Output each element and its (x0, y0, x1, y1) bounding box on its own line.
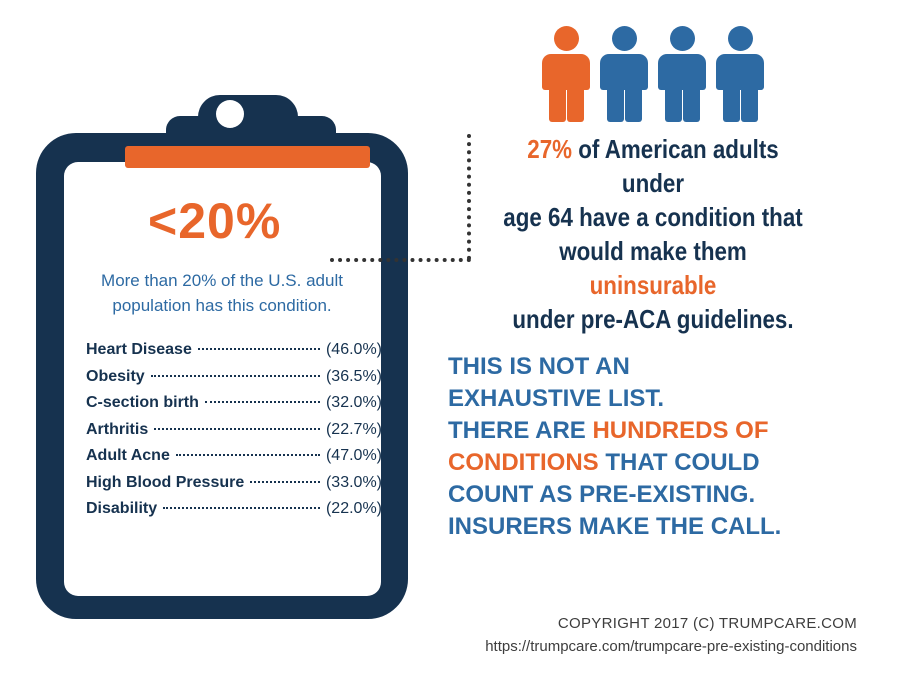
condition-value: (22.7%) (325, 420, 382, 438)
condition-name: C-section birth (86, 394, 199, 411)
stat-line-4: under pre-ACA guidelines. (512, 304, 794, 334)
clipboard-clip-hole (216, 100, 244, 128)
dot-leader (175, 454, 320, 456)
notice-line: CONDITIONS THAT COULD (448, 449, 760, 476)
condition-value: (22.0%) (325, 500, 382, 517)
condition-row: Arthritis (22.7%) (86, 421, 382, 448)
uninsurable-stat: 27% of American adults under age 64 have… (503, 132, 804, 336)
notice-text: THIS IS NOT AN EXHAUSTIVE LIST. THERE AR… (448, 351, 868, 543)
person-icon (712, 26, 768, 122)
dot-leader (204, 401, 320, 403)
condition-value: (32.0%) (325, 394, 382, 411)
condition-value: (33.0%) (325, 473, 382, 491)
source-url: https://trumpcare.com/trumpcare-pre-exis… (485, 638, 857, 655)
condition-value: (36.5%) (325, 367, 382, 385)
condition-row: Heart Disease (46.0%) (86, 341, 382, 368)
dot-leader (197, 348, 320, 350)
stat-line-3: would make them uninsurable (559, 236, 747, 300)
clipboard-orange-band (125, 146, 370, 168)
notice-line: THERE ARE HUNDREDS OF (448, 417, 769, 444)
big-stat: <20% (148, 193, 282, 249)
notice-line: COUNT AS PRE-EXISTING. (448, 481, 756, 508)
condition-name: Disability (86, 500, 158, 517)
conditions-list: Heart Disease (46.0%) Obesity (36.5%) C-… (86, 341, 382, 527)
condition-name: Heart Disease (86, 341, 192, 358)
condition-row: Disability (22.0%) (86, 500, 382, 527)
copyright-text: COPYRIGHT 2017 (C) TRUMPCARE.COM (557, 615, 857, 632)
dot-leader (163, 507, 320, 509)
condition-row: High Blood Pressure (33.0%) (86, 474, 382, 501)
dotted-connector-horizontal (330, 258, 471, 262)
dotted-connector-vertical (467, 134, 471, 260)
condition-value: (47.0%) (325, 447, 382, 464)
stat-description: More than 20% of the U.S. adult populati… (101, 271, 343, 315)
person-head (612, 26, 637, 51)
condition-name: Arthritis (86, 420, 149, 438)
person-head (670, 26, 695, 51)
person-head (728, 26, 753, 51)
condition-value: (46.0%) (325, 341, 382, 358)
dot-leader (154, 427, 320, 430)
condition-row: Obesity (36.5%) (86, 368, 382, 395)
dot-leader (250, 480, 320, 483)
person-icon (596, 26, 652, 122)
notice-line: THIS IS NOT AN (448, 353, 630, 380)
clipboard-paper (64, 162, 381, 596)
stat-line-2: age 64 have a condition that (503, 202, 803, 232)
person-head (554, 26, 579, 51)
notice-emphasis: CONDITIONS (448, 449, 599, 476)
stat-emphasis: uninsurable (589, 270, 717, 300)
condition-name: Adult Acne (86, 447, 170, 464)
notice-line: EXHAUSTIVE LIST. (448, 385, 665, 412)
dot-leader (150, 374, 320, 377)
notice-emphasis: HUNDREDS OF (592, 417, 769, 444)
condition-row: C-section birth (32.0%) (86, 394, 382, 421)
person-icon (654, 26, 710, 122)
stat-percent: 27% (527, 134, 573, 164)
condition-row: Adult Acne (47.0%) (86, 447, 382, 474)
stat-line-1: 27% of American adults under (527, 134, 779, 198)
notice-line: INSURERS MAKE THE CALL. (448, 513, 782, 540)
condition-name: Obesity (86, 367, 145, 385)
person-icon (538, 26, 594, 122)
people-icons (538, 26, 770, 122)
condition-name: High Blood Pressure (86, 473, 245, 491)
